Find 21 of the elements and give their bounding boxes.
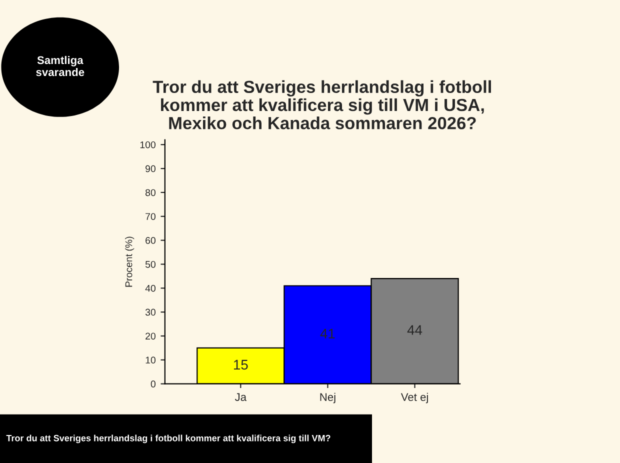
text: Samtliga svarande (36, 56, 84, 76)
y-axis-title: Procent (%) (125, 236, 134, 287)
x-tick-label: Ja (234, 393, 247, 402)
chart-title: Tror du att Sveriges herrlandslag i fotboll kommer att kvalificera sig till VM i USA, Mexiko och Kanada sommaren 2026? (152, 80, 491, 130)
y-tick-label: 100 (140, 141, 156, 148)
y-tick-label: 60 (146, 237, 156, 244)
y-tick-label: 0 (150, 380, 156, 388)
y-tick-label: 80 (146, 189, 156, 196)
y-tick-label: 40 (145, 284, 156, 292)
data-label: 41 (320, 328, 335, 338)
y-tick-label: 90 (146, 165, 156, 172)
y-tick-label: 10 (146, 356, 156, 364)
x-tick-label: Vet ej (400, 392, 428, 404)
data-label: 44 (407, 325, 422, 335)
y-tick-label: 20 (146, 332, 156, 340)
x-tick-label: Nej (320, 392, 336, 404)
y-tick-label: 30 (145, 308, 156, 316)
text: Tror du att Sveriges herrlandslag i fotboll kommer att kvalificera sig till VM? (6, 434, 330, 444)
data-label: 15 (234, 360, 248, 370)
y-tick-label: 50 (145, 260, 156, 268)
y-tick-label: 70 (146, 213, 156, 220)
